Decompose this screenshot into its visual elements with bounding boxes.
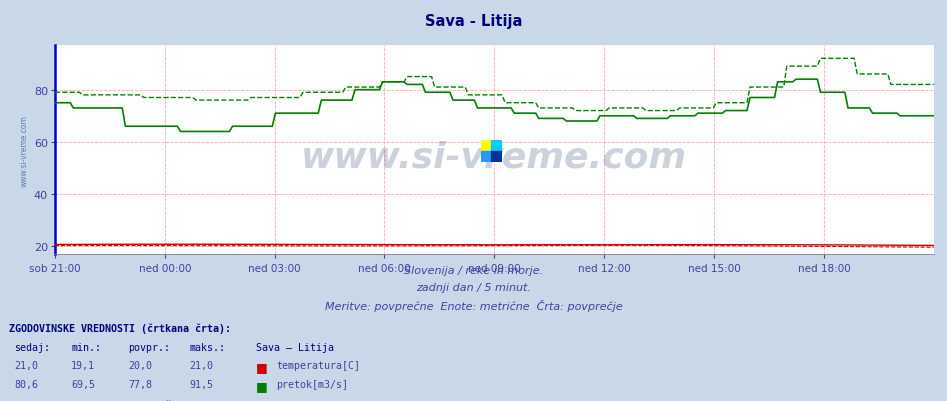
Text: TRENUTNE VREDNOSTI (polna črta):: TRENUTNE VREDNOSTI (polna črta): bbox=[9, 400, 202, 401]
Text: 20,0: 20,0 bbox=[128, 360, 152, 371]
Bar bbox=[481, 152, 491, 162]
Text: ■: ■ bbox=[256, 360, 267, 373]
Text: 77,8: 77,8 bbox=[128, 379, 152, 389]
Text: maks.:: maks.: bbox=[189, 342, 225, 352]
Text: Sava – Litija: Sava – Litija bbox=[256, 342, 333, 352]
Bar bbox=[491, 152, 502, 162]
Text: Slovenija / reke in morje.: Slovenija / reke in morje. bbox=[404, 265, 543, 275]
Text: Sava - Litija: Sava - Litija bbox=[425, 14, 522, 29]
Text: povpr.:: povpr.: bbox=[128, 342, 170, 352]
Text: Meritve: povprečne  Enote: metrične  Črta: povprečje: Meritve: povprečne Enote: metrične Črta:… bbox=[325, 299, 622, 311]
Text: www.si-vreme.com: www.si-vreme.com bbox=[301, 140, 688, 174]
Text: 21,0: 21,0 bbox=[14, 360, 38, 371]
Text: 69,5: 69,5 bbox=[71, 379, 95, 389]
Text: ■: ■ bbox=[256, 379, 267, 392]
Text: 91,5: 91,5 bbox=[189, 379, 213, 389]
Text: 21,0: 21,0 bbox=[189, 360, 213, 371]
Text: min.:: min.: bbox=[71, 342, 101, 352]
Text: ZGODOVINSKE VREDNOSTI (črtkana črta):: ZGODOVINSKE VREDNOSTI (črtkana črta): bbox=[9, 323, 231, 333]
Text: 19,1: 19,1 bbox=[71, 360, 95, 371]
Text: pretok[m3/s]: pretok[m3/s] bbox=[277, 379, 348, 389]
Bar bbox=[481, 140, 491, 152]
Text: www.si-vreme.com: www.si-vreme.com bbox=[20, 115, 28, 186]
Text: 80,6: 80,6 bbox=[14, 379, 38, 389]
Text: sedaj:: sedaj: bbox=[14, 342, 50, 352]
Bar bbox=[491, 140, 502, 152]
Text: zadnji dan / 5 minut.: zadnji dan / 5 minut. bbox=[416, 282, 531, 292]
Text: temperatura[C]: temperatura[C] bbox=[277, 360, 361, 371]
